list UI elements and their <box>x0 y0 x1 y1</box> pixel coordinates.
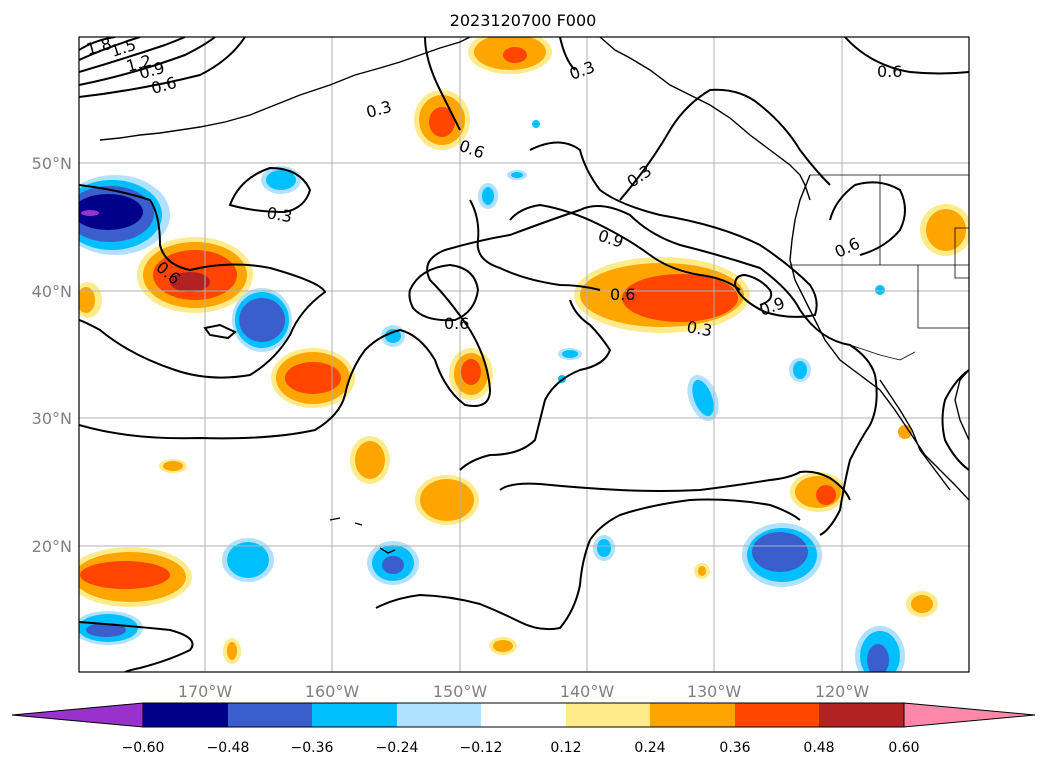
colorbar-min-arrow <box>11 702 144 728</box>
colorbar-tick-label: −0.36 <box>291 740 334 756</box>
colorbar-tick-label: 0.36 <box>719 740 750 756</box>
contour-label: 0.6 <box>444 314 469 333</box>
contour-label: 1.8 <box>84 34 114 59</box>
gridlines <box>79 37 969 672</box>
colorbar-segment <box>566 703 650 727</box>
contour-label: 0.6 <box>457 136 487 163</box>
colorbar-max-arrow <box>903 702 1036 728</box>
contour-label: 0.9 <box>596 226 626 252</box>
contour-label: 0.3 <box>567 57 597 84</box>
colorbar-segment <box>143 703 228 727</box>
colorbar-tick-label: −0.48 <box>207 740 250 756</box>
lon-label: 170°W <box>178 682 233 701</box>
coastlines <box>99 37 969 554</box>
contour-label: 0.6 <box>832 234 863 262</box>
colorbar-segment <box>819 703 904 727</box>
colorbar-segment <box>735 703 819 727</box>
colorbar-tick-label: −0.24 <box>376 740 419 756</box>
colorbar-tick-label: 0.60 <box>888 740 919 756</box>
positive-anomaly-shading <box>79 37 969 664</box>
latitude-labels: 50°N 40°N 30°N 20°N <box>32 154 72 556</box>
map-frame <box>78 36 970 673</box>
colorbar-tick-label: 0.24 <box>634 740 665 756</box>
contour-label: 0.3 <box>685 317 713 340</box>
colorbar-segment <box>397 703 481 727</box>
contour-label: 0.3 <box>623 161 655 191</box>
colorbar-outline <box>142 702 905 728</box>
colorbar: −0.60 −0.48 −0.36 −0.24 −0.12 0.12 0.24 … <box>11 702 1036 756</box>
negative-anomaly-shading <box>79 120 905 672</box>
lon-label: 130°W <box>687 682 742 701</box>
lon-label: 160°W <box>305 682 360 701</box>
lat-label: 30°N <box>32 409 72 428</box>
colorbar-segment <box>228 703 312 727</box>
colorbar-segment <box>650 703 735 727</box>
lon-label: 120°W <box>815 682 870 701</box>
contour-label: 0.6 <box>610 285 635 304</box>
contour-label: 1.5 <box>108 35 138 61</box>
lat-label: 20°N <box>32 537 72 556</box>
map-title: 2023120700 F000 <box>450 11 597 30</box>
contour-label: 0.6 <box>877 62 902 81</box>
longitude-labels: 170°W 160°W 150°W 140°W 130°W 120°W <box>178 682 870 701</box>
colorbar-tick-label: 0.48 <box>803 740 834 756</box>
lon-label: 140°W <box>560 682 615 701</box>
map-panel: 1.8 1.5 1.2 0.9 0.6 0.3 0.6 0.3 0.6 0.3 … <box>79 34 969 672</box>
colorbar-tick-label: −0.60 <box>122 740 165 756</box>
lat-label: 50°N <box>32 154 72 173</box>
contour-label: 0.3 <box>364 97 394 122</box>
colorbar-tick-label: 0.12 <box>550 740 581 756</box>
lon-label: 150°W <box>433 682 488 701</box>
contour-labels: 1.8 1.5 1.2 0.9 0.6 0.3 0.6 0.3 0.6 0.3 … <box>84 34 902 340</box>
lat-label: 40°N <box>32 282 72 301</box>
colorbar-segment <box>312 703 397 727</box>
colorbar-segment <box>481 703 566 727</box>
colorbar-tick-label: −0.12 <box>460 740 503 756</box>
contour-label: 0.3 <box>265 203 293 226</box>
